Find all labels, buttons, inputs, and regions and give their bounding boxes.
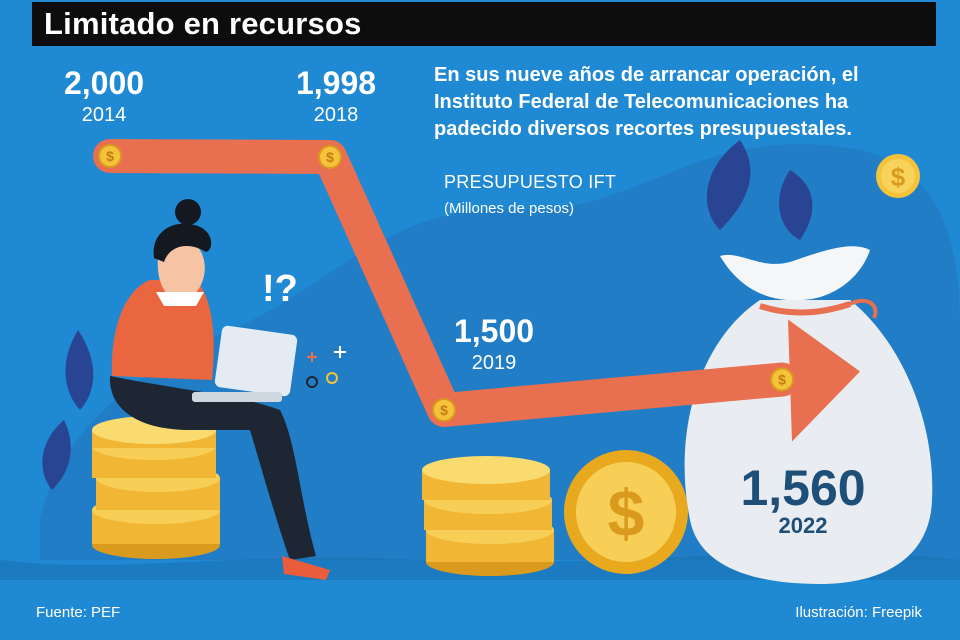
tick-label-2022: 2022 bbox=[778, 513, 828, 538]
description-text: En sus nueve años de arrancar operación,… bbox=[434, 64, 859, 140]
sparkle-decoration bbox=[306, 346, 346, 388]
svg-text:$: $ bbox=[778, 372, 786, 388]
svg-text:$: $ bbox=[106, 148, 114, 164]
svg-text:$: $ bbox=[891, 162, 906, 192]
tick-label-2019: 2019 bbox=[471, 352, 517, 374]
chart-title: PRESUPUESTO IFT bbox=[444, 172, 617, 192]
data-label-2019: 1,500 bbox=[453, 313, 535, 349]
data-point-2014: $ bbox=[98, 144, 122, 168]
coin-stack-left bbox=[92, 416, 220, 559]
data-label-2022: 1,560 bbox=[740, 460, 866, 516]
arrow-head bbox=[788, 319, 860, 442]
tick-label-2014: 2014 bbox=[81, 104, 127, 126]
series-line bbox=[93, 139, 799, 427]
svg-text:$: $ bbox=[608, 476, 645, 550]
budget-trend-arrow: $ $ $ $ bbox=[93, 139, 860, 442]
exclamation-mark: !? bbox=[262, 268, 298, 310]
data-label-2014: 2,000 bbox=[63, 65, 145, 101]
svg-text:$: $ bbox=[326, 149, 334, 165]
tick-label-2018: 2018 bbox=[313, 104, 359, 126]
coin-stack-right: $ bbox=[422, 450, 688, 576]
source-note: Fuente: PEF bbox=[36, 604, 121, 621]
page-title: Limitado en recursos bbox=[32, 2, 936, 46]
data-point-2019: $ bbox=[432, 398, 456, 422]
dollar-coin-icon: $ bbox=[876, 154, 920, 198]
illustration-credit: Ilustración: Freepik bbox=[795, 604, 922, 621]
data-label-2018: 1,998 bbox=[295, 65, 377, 101]
svg-text:$: $ bbox=[440, 402, 448, 418]
chart-unit-label: (Millones de pesos) bbox=[444, 200, 575, 217]
woman-figure bbox=[109, 199, 330, 580]
data-point-2018: $ bbox=[318, 145, 342, 170]
data-point-2022: $ bbox=[770, 367, 794, 392]
